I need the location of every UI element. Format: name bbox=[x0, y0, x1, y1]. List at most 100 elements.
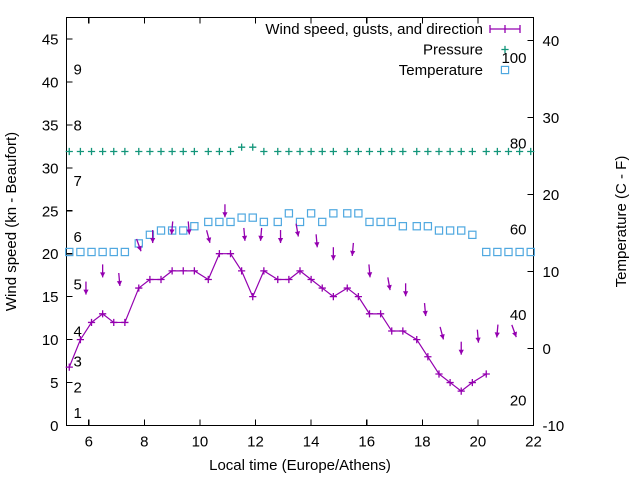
fahrenheit-label: 40 bbox=[510, 307, 527, 324]
temperature-point bbox=[376, 217, 385, 227]
temperature-point bbox=[120, 247, 130, 257]
pressure-point bbox=[493, 147, 501, 156]
x-tick-label: 8 bbox=[140, 434, 148, 451]
pressure-point bbox=[365, 147, 374, 156]
temperature-point bbox=[190, 222, 199, 231]
temperature-point bbox=[504, 247, 513, 257]
y-axis-left: 0 5 10 15 20 25 30 35 40 45 bbox=[42, 31, 73, 435]
wind-direction-arrow bbox=[169, 221, 175, 235]
wind-speed-point bbox=[179, 267, 187, 275]
beaufort-label: 8 bbox=[74, 117, 82, 134]
wind-speed-point bbox=[424, 353, 432, 361]
y2-tick-label: 40 bbox=[543, 33, 560, 50]
pressure-point bbox=[307, 147, 315, 156]
x-tick-label: 22 bbox=[525, 434, 542, 451]
y2-tick-label: 30 bbox=[543, 110, 560, 127]
temperature-point bbox=[156, 226, 166, 235]
pressure-point bbox=[504, 147, 513, 156]
wind-speed-point bbox=[249, 293, 257, 301]
wind-direction-arrow bbox=[403, 283, 409, 297]
beaufort-label: 5 bbox=[74, 276, 82, 293]
arrow-head bbox=[422, 310, 428, 317]
pressure-point bbox=[446, 147, 454, 156]
pressure-point bbox=[168, 147, 176, 156]
wind-speed-point bbox=[354, 293, 362, 301]
arrow-head bbox=[403, 291, 409, 297]
arrow-head bbox=[330, 255, 336, 261]
arrow-head bbox=[241, 235, 248, 241]
temperature-point bbox=[259, 217, 269, 227]
pressure-point bbox=[296, 147, 304, 156]
pressure-point bbox=[343, 147, 351, 156]
pressure-point bbox=[238, 143, 246, 151]
legend-symbol-pressure bbox=[501, 45, 509, 54]
temperature-point bbox=[145, 230, 155, 240]
temperature-point bbox=[65, 247, 74, 257]
pressure-point bbox=[76, 147, 84, 156]
wind-speed-point bbox=[260, 267, 268, 275]
temperature-point bbox=[482, 247, 491, 257]
pressure-point bbox=[274, 147, 282, 156]
arrow-head bbox=[314, 242, 320, 248]
fahrenheit-scale: 20 40 60 80 100 bbox=[501, 50, 526, 409]
wind-direction-arrow bbox=[186, 221, 192, 235]
y2-tick-label: 0 bbox=[543, 341, 551, 358]
y-tick-label: 20 bbox=[42, 246, 59, 263]
y2-tick-label: -10 bbox=[543, 418, 565, 435]
arrow-head bbox=[116, 280, 123, 286]
temperature-point bbox=[318, 217, 327, 227]
legend-label: Wind speed, gusts, and direction bbox=[265, 21, 483, 38]
wind-direction-arrow bbox=[475, 329, 481, 343]
arrow-head bbox=[277, 238, 284, 244]
pressure-point bbox=[135, 147, 143, 156]
pressure-point bbox=[388, 147, 396, 156]
wind-speed-point bbox=[110, 318, 118, 327]
pressure-point bbox=[285, 147, 293, 156]
wind-direction-arrow bbox=[367, 264, 373, 278]
arrow-head bbox=[206, 237, 212, 243]
wind-speed-point bbox=[285, 275, 293, 284]
wind-direction-arrow bbox=[116, 272, 123, 287]
wind-speed-point bbox=[274, 275, 282, 284]
wind-direction-arrow bbox=[277, 230, 284, 244]
wind-direction-arrow bbox=[135, 238, 142, 252]
temperature-point bbox=[412, 222, 421, 231]
x-tick-label: 12 bbox=[247, 434, 264, 451]
y-tick-label: 5 bbox=[50, 375, 58, 392]
temperature-point bbox=[515, 247, 524, 257]
fahrenheit-label: 80 bbox=[510, 136, 527, 153]
pressure-point bbox=[99, 147, 107, 156]
temperature-point bbox=[493, 247, 502, 257]
wind-direction-arrow bbox=[258, 227, 264, 241]
wind-direction-arrow bbox=[205, 230, 212, 243]
y-tick-label: 15 bbox=[42, 289, 59, 306]
pressure-point bbox=[318, 147, 326, 156]
wind-speed-point bbox=[388, 327, 396, 335]
temperature-point bbox=[226, 217, 235, 227]
wind-speed-point bbox=[190, 267, 198, 275]
wind-speed-point bbox=[168, 267, 176, 275]
temperature-point bbox=[237, 213, 246, 222]
x-tick-label: 10 bbox=[192, 434, 209, 451]
y-tick-label: 0 bbox=[50, 418, 58, 435]
x-axis-title: Local time (Europe/Athens) bbox=[209, 457, 391, 474]
arrow-head bbox=[494, 332, 500, 338]
wind-speed-point bbox=[99, 310, 107, 318]
wind-direction-arrow bbox=[314, 234, 320, 248]
beaufort-scale: 1 2 3 4 5 6 7 8 9 bbox=[74, 62, 82, 423]
wind-speed-point bbox=[446, 378, 454, 387]
x-tick-label: 14 bbox=[303, 434, 320, 451]
wind-direction-arrow bbox=[100, 264, 106, 278]
pressure-point bbox=[413, 147, 421, 156]
temperature-point bbox=[365, 217, 374, 227]
arrow-head bbox=[169, 229, 175, 235]
beaufort-label: 7 bbox=[74, 173, 82, 190]
arrow-head bbox=[136, 245, 142, 252]
pressure-point bbox=[329, 147, 337, 156]
y2-axis-title: Temperature (C - F) bbox=[613, 156, 630, 288]
temperature-point bbox=[343, 209, 352, 218]
pressure-point bbox=[204, 147, 212, 156]
wind-direction-arrow bbox=[294, 223, 301, 237]
temperature-point bbox=[354, 209, 363, 218]
